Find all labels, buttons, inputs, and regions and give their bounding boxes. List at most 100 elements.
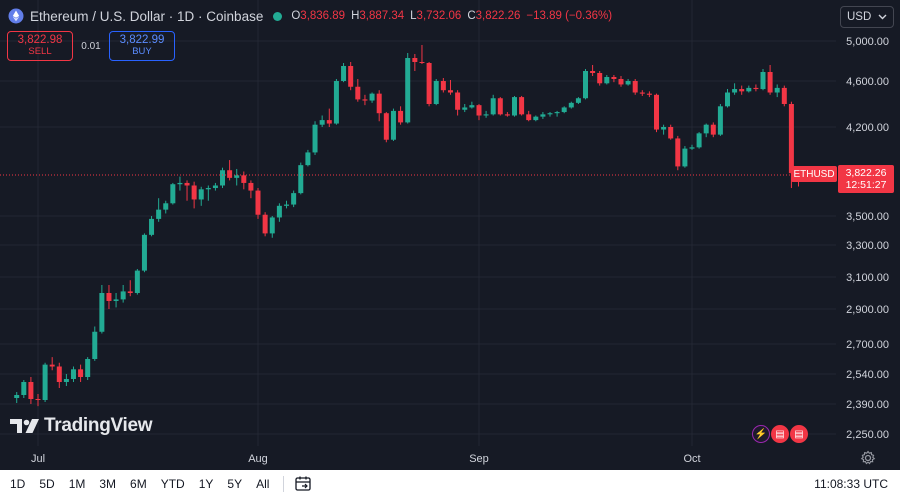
candle[interactable]	[739, 85, 745, 95]
candle[interactable]	[426, 62, 432, 107]
candle[interactable]	[440, 78, 446, 93]
candle[interactable]	[767, 65, 773, 95]
candle[interactable]	[774, 84, 780, 98]
tradingview-watermark[interactable]: TradingView	[10, 415, 153, 437]
candle[interactable]	[141, 233, 147, 273]
candle[interactable]	[433, 79, 439, 106]
candle[interactable]	[689, 144, 695, 150]
candlestick-plot[interactable]	[0, 0, 836, 446]
candle[interactable]	[412, 54, 418, 71]
candle[interactable]	[305, 149, 311, 167]
candle[interactable]	[262, 212, 268, 237]
candle[interactable]	[781, 85, 787, 107]
candle[interactable]	[170, 182, 176, 205]
candle[interactable]	[284, 200, 290, 209]
candle[interactable]	[348, 62, 354, 91]
us-flag-icon[interactable]: ▤	[790, 425, 808, 443]
candle[interactable]	[561, 106, 567, 114]
candle[interactable]	[725, 89, 730, 108]
candle[interactable]	[92, 326, 98, 361]
candle[interactable]	[312, 121, 318, 155]
candle[interactable]	[618, 76, 624, 87]
candle[interactable]	[333, 79, 339, 125]
candle[interactable]	[42, 362, 48, 402]
candle[interactable]	[241, 171, 247, 190]
candle[interactable]	[134, 269, 140, 295]
candle[interactable]	[85, 357, 91, 380]
candle[interactable]	[568, 101, 574, 109]
candle[interactable]	[269, 216, 275, 238]
candle[interactable]	[703, 123, 709, 138]
candle[interactable]	[35, 394, 41, 407]
candle[interactable]	[70, 366, 76, 383]
candle[interactable]	[497, 97, 503, 116]
candle[interactable]	[504, 112, 510, 117]
candle[interactable]	[490, 94, 496, 116]
candle[interactable]	[276, 203, 282, 222]
candle[interactable]	[198, 186, 204, 206]
candle[interactable]	[255, 188, 261, 219]
buy-button[interactable]: 3,822.99 BUY	[109, 31, 175, 61]
candle[interactable]	[469, 101, 475, 109]
candle[interactable]	[646, 91, 652, 98]
range-button-5d[interactable]: 5D	[39, 476, 55, 491]
candle[interactable]	[63, 374, 69, 386]
candle[interactable]	[376, 90, 382, 122]
candle[interactable]	[611, 75, 617, 83]
candle[interactable]	[455, 90, 461, 116]
candle[interactable]	[369, 92, 375, 103]
range-button-1m[interactable]: 1M	[68, 476, 86, 491]
candle[interactable]	[760, 69, 766, 91]
candle[interactable]	[632, 79, 638, 95]
candle[interactable]	[220, 167, 226, 189]
candle[interactable]	[298, 162, 304, 195]
candle[interactable]	[625, 79, 631, 86]
candle[interactable]	[212, 182, 218, 191]
candle[interactable]	[78, 364, 84, 382]
currency-select[interactable]: USD	[840, 6, 894, 28]
candle[interactable]	[583, 69, 588, 100]
candle[interactable]	[106, 285, 112, 309]
candle[interactable]	[205, 185, 211, 201]
time-axis[interactable]: Jul Aug Sep Oct	[0, 446, 836, 470]
candle[interactable]	[710, 122, 716, 138]
candle[interactable]	[447, 80, 453, 95]
range-button-1d[interactable]: 1D	[10, 476, 26, 491]
candle[interactable]	[248, 180, 254, 199]
candle[interactable]	[661, 124, 667, 135]
candle[interactable]	[49, 357, 55, 371]
candle[interactable]	[127, 280, 133, 297]
range-button-6m[interactable]: 6M	[130, 476, 147, 491]
candle[interactable]	[120, 285, 126, 303]
candle[interactable]	[753, 84, 759, 92]
candle[interactable]	[746, 85, 752, 93]
candle[interactable]	[191, 181, 197, 209]
candle[interactable]	[398, 106, 404, 125]
candle[interactable]	[575, 97, 581, 104]
candle[interactable]	[483, 110, 489, 118]
candle[interactable]	[149, 216, 155, 237]
candle[interactable]	[390, 108, 396, 141]
range-button-all[interactable]: All	[256, 476, 270, 491]
candle[interactable]	[355, 79, 361, 102]
range-button-ytd[interactable]: YTD	[160, 476, 185, 491]
candle[interactable]	[234, 168, 240, 186]
candle[interactable]	[668, 124, 674, 140]
range-button-3m[interactable]: 3M	[99, 476, 117, 491]
candle[interactable]	[682, 146, 688, 168]
settings-gear-icon[interactable]	[860, 450, 876, 466]
range-button-1y[interactable]: 1Y	[198, 476, 214, 491]
candle[interactable]	[717, 104, 723, 136]
candle[interactable]	[547, 112, 553, 117]
candle[interactable]	[554, 110, 560, 117]
candle[interactable]	[177, 176, 183, 191]
candle[interactable]	[519, 95, 525, 116]
candle[interactable]	[533, 115, 539, 122]
price-axis[interactable]: 5,000.00 4,600.00 4,200.00 3,500.00 3,300.00…	[836, 0, 900, 446]
candle[interactable]	[163, 200, 169, 214]
candle[interactable]	[14, 392, 20, 403]
candle[interactable]	[227, 160, 233, 181]
candle[interactable]	[604, 75, 610, 85]
candle[interactable]	[675, 135, 681, 171]
lightning-icon[interactable]: ⚡	[752, 425, 770, 443]
